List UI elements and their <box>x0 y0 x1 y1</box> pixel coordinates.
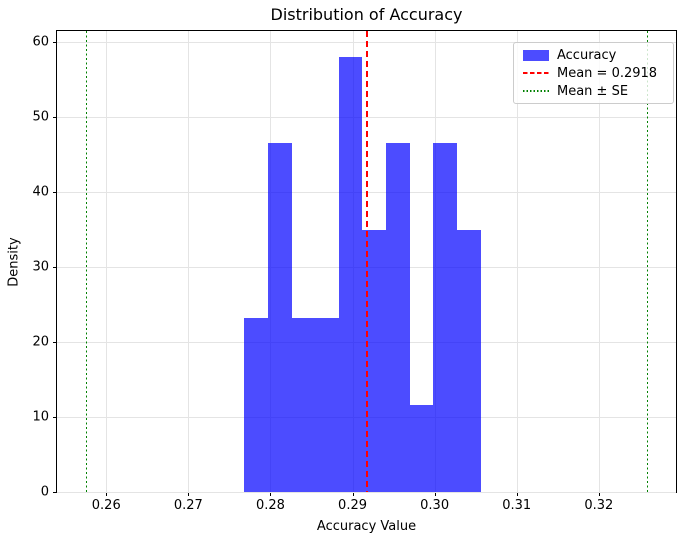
histogram-bar <box>291 318 315 492</box>
legend-dotted-swatch-icon <box>523 90 549 92</box>
legend-dashed-swatch-icon <box>523 72 549 74</box>
x-tick <box>106 492 108 496</box>
gridline-x-0.26 <box>106 31 108 492</box>
mean-line <box>366 31 369 492</box>
legend-label: Mean ± SE <box>557 83 629 99</box>
x-axis-label: Accuracy Value <box>316 519 417 534</box>
x-tick <box>516 492 518 496</box>
y-tick-label: 10 <box>32 409 49 425</box>
y-axis-label: Density <box>6 237 22 287</box>
histogram-bar <box>314 318 339 492</box>
y-tick-label: 30 <box>32 259 49 275</box>
histogram-bar <box>456 230 481 492</box>
x-tick-label: 0.26 <box>91 498 121 513</box>
x-tick <box>434 492 436 496</box>
x-tick <box>598 492 600 496</box>
histogram-bar <box>410 405 433 492</box>
histogram-bar <box>338 56 363 492</box>
y-tick-label: 0 <box>40 484 49 500</box>
histogram-bar <box>432 143 457 492</box>
y-tick <box>53 42 57 44</box>
y-tick <box>53 267 57 269</box>
y-tick-label: 50 <box>32 109 49 125</box>
x-tick-label: 0.30 <box>420 498 450 513</box>
x-tick <box>270 492 272 496</box>
legend: Accuracy Mean = 0.2918 Mean ± SE <box>513 42 674 104</box>
x-tick-label: 0.29 <box>338 498 368 513</box>
gridline-x-0.27 <box>188 31 190 492</box>
legend-patch-swatch-icon <box>523 49 549 61</box>
se-lower-line <box>85 31 88 492</box>
chart-title: Distribution of Accuracy <box>270 5 463 24</box>
x-tick <box>352 492 354 496</box>
histogram-bar <box>267 143 292 492</box>
y-tick <box>53 492 57 493</box>
legend-item: Accuracy <box>523 48 667 63</box>
histogram-bar <box>244 318 268 492</box>
gridline-x-0.32 <box>598 31 600 492</box>
legend-item: Mean = 0.2918 <box>523 66 667 81</box>
y-tick-label: 40 <box>32 184 49 200</box>
y-tick <box>53 117 57 119</box>
y-tick <box>53 417 57 419</box>
legend-label: Mean = 0.2918 <box>557 65 658 81</box>
x-tick <box>188 492 190 496</box>
plot-area: 0.26 0.27 0.28 0.29 0.30 0.31 0.32 0 10 20 30 40 50 6… <box>32 30 677 513</box>
gridline-y-0 <box>57 492 676 493</box>
histogram-bar <box>362 230 387 492</box>
y-tick-label: 60 <box>32 34 49 50</box>
se-upper-line <box>646 31 649 492</box>
legend-label: Accuracy <box>557 47 617 63</box>
legend-item: Mean ± SE <box>523 84 667 99</box>
histogram-bar <box>386 143 410 492</box>
gridline-x-0.31 <box>516 31 518 492</box>
y-tick <box>53 342 57 344</box>
x-tick-label: 0.32 <box>584 498 614 513</box>
x-tick-label: 0.27 <box>173 498 203 513</box>
x-tick-label: 0.31 <box>502 498 532 513</box>
x-tick-label: 0.28 <box>255 498 285 513</box>
y-tick <box>53 192 57 194</box>
y-tick-label: 20 <box>32 334 49 350</box>
